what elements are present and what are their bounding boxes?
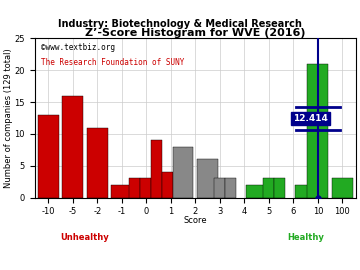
Bar [129, 178, 140, 198]
Text: Unhealthy: Unhealthy [60, 232, 109, 242]
Text: Healthy: Healthy [287, 232, 324, 242]
Bar [214, 178, 225, 198]
Bar [87, 128, 108, 198]
Text: ©www.textbiz.org: ©www.textbiz.org [41, 43, 115, 52]
Bar [295, 185, 316, 198]
Y-axis label: Number of companies (129 total): Number of companies (129 total) [4, 48, 13, 188]
Bar [246, 185, 267, 198]
Bar [111, 185, 132, 198]
Bar [140, 178, 150, 198]
Bar [150, 140, 162, 198]
Bar [197, 159, 218, 198]
Bar [38, 115, 59, 198]
Text: The Research Foundation of SUNY: The Research Foundation of SUNY [41, 58, 185, 67]
Bar [173, 147, 193, 198]
Bar [62, 96, 83, 198]
Bar [274, 178, 285, 198]
Title: Z’-Score Histogram for WVE (2016): Z’-Score Histogram for WVE (2016) [85, 28, 306, 38]
Bar [263, 178, 274, 198]
Bar [332, 178, 353, 198]
Bar [162, 172, 173, 198]
Text: 12.414: 12.414 [293, 114, 328, 123]
Bar [225, 178, 237, 198]
Text: Industry: Biotechnology & Medical Research: Industry: Biotechnology & Medical Resear… [58, 19, 302, 29]
Bar [307, 64, 328, 198]
X-axis label: Score: Score [184, 216, 207, 225]
